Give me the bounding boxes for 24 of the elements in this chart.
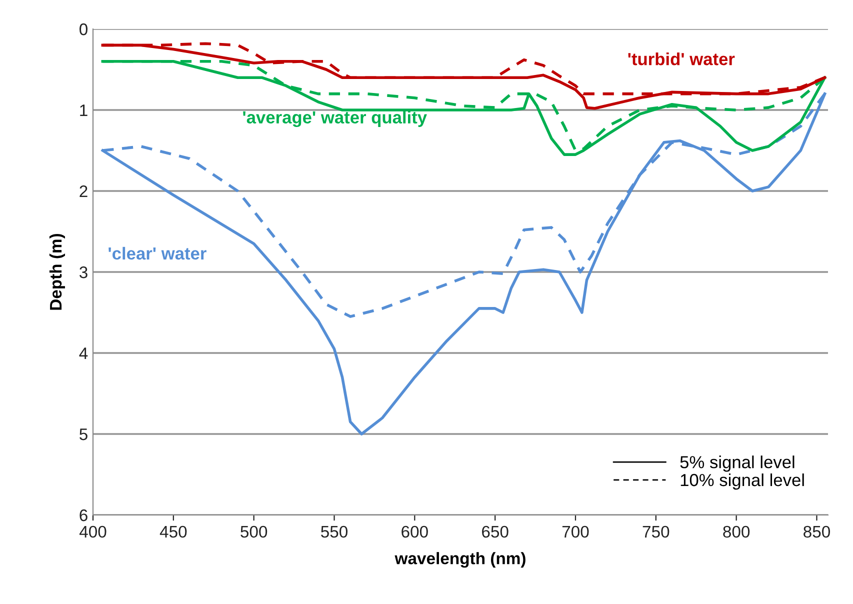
x-tick-label: 400 [79,526,106,538]
y-axis-title: Depth (m) [49,234,65,310]
y-tick-label: 4 [79,348,88,360]
x-tick-label: 650 [482,526,508,538]
x-tick-label: 750 [642,526,670,538]
y-tick-label: 6 [80,509,88,522]
annotation: 'turbid' water [628,52,735,66]
x-tick-label: 500 [240,526,268,538]
annotation: 5% signal level [680,456,794,472]
y-tick-label: 5 [80,428,88,440]
x-axis-title: wavelength (nm) [394,552,526,568]
y-tick-label: 3 [80,266,88,278]
annotation: 'clear' water [108,246,206,260]
x-tick-label: 700 [562,526,589,538]
y-tick-label: 1 [80,104,88,116]
y-tick-label: 0 [80,23,88,36]
annotation: 10% signal level [680,473,804,490]
y-tick-label: 2 [80,185,88,198]
x-tick-label: 450 [160,526,187,538]
x-tick-label: 550 [321,526,348,538]
x-tick-label: 850 [804,526,830,538]
x-tick-label: 800 [723,526,750,538]
annotation: 'average' water quality [243,110,427,128]
x-tick-label: 600 [402,526,428,538]
